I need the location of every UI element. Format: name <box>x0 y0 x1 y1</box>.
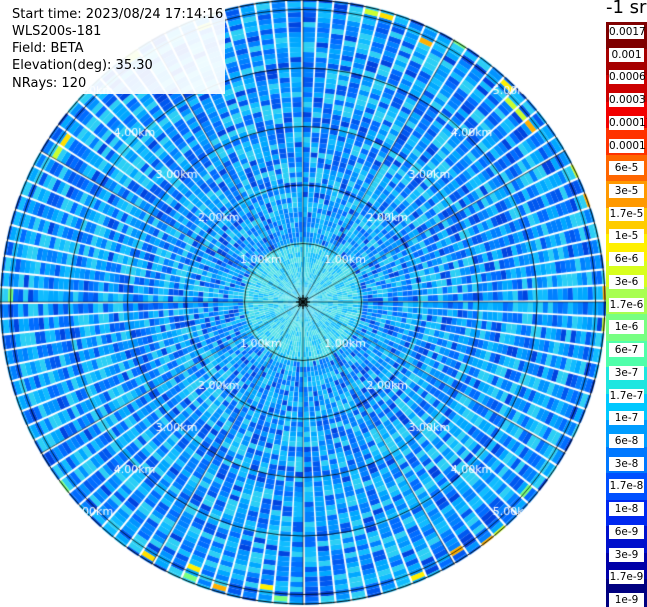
colorbar-tick-label: 1e-9 <box>609 593 644 607</box>
colorbar-tick-label: 1e-5 <box>609 229 644 244</box>
elevation-text: Elevation(deg): 35.30 <box>12 58 153 73</box>
colorbar-tick-label: 1.7e-7 <box>609 388 644 403</box>
colorbar-tick-label: 0.00017 <box>609 115 647 130</box>
colorbar-tick-label: 0.0017 <box>609 25 646 39</box>
colorbar-tick-label: 1.7e-9 <box>609 570 644 585</box>
colorbar-tick-label: 6e-5 <box>609 161 644 176</box>
colorbar-tick-label: 0.0006 <box>609 70 646 85</box>
colorbar-units: -1 sr <box>606 0 647 18</box>
colorbar-tick-label: 0.001 <box>609 47 644 62</box>
colorbar-tick-label: 1.7e-8 <box>609 479 644 494</box>
instrument-text: WLS200s-181 <box>12 24 102 39</box>
colorbar-tick-label: 3e-9 <box>609 547 644 562</box>
colorbar-tick-label: 6e-7 <box>609 343 644 358</box>
colorbar-tick-label: 1e-7 <box>609 411 644 426</box>
colorbar-tick-label: 0.0003 <box>609 93 646 108</box>
colorbar-tick-label: 3e-5 <box>609 184 644 199</box>
colorbar: 0.0017 0.001 0.0006 0.0003 0.00017 0.0001 6e-5… <box>606 22 647 607</box>
scan-info-box: Start time: 2023/08/24 17:14:16 WLS200s-… <box>10 6 226 94</box>
start-time-text: Start time: 2023/08/24 17:14:16 <box>12 7 224 22</box>
colorbar-tick-label: 6e-9 <box>609 524 644 539</box>
colorbar-tick-label: 3e-6 <box>609 274 644 289</box>
field-text: Field: BETA <box>12 41 84 56</box>
colorbar-tick-label: 1.7e-5 <box>609 206 644 221</box>
colorbar-tick-label: 3e-7 <box>609 365 644 380</box>
colorbar-tick-label: 3e-8 <box>609 456 644 471</box>
colorbar-tick-label: 0.0001 <box>609 138 646 153</box>
ppi-scan-plot <box>0 0 606 607</box>
colorbar-tick-label: 1e-6 <box>609 320 644 335</box>
nrays-text: NRays: 120 <box>12 76 87 91</box>
colorbar-tick-label: 1.7e-6 <box>609 297 644 312</box>
colorbar-tick-label: 6e-6 <box>609 252 644 267</box>
colorbar-tick-label: 1e-8 <box>609 502 644 517</box>
colorbar-tick-label: 6e-8 <box>609 433 644 448</box>
